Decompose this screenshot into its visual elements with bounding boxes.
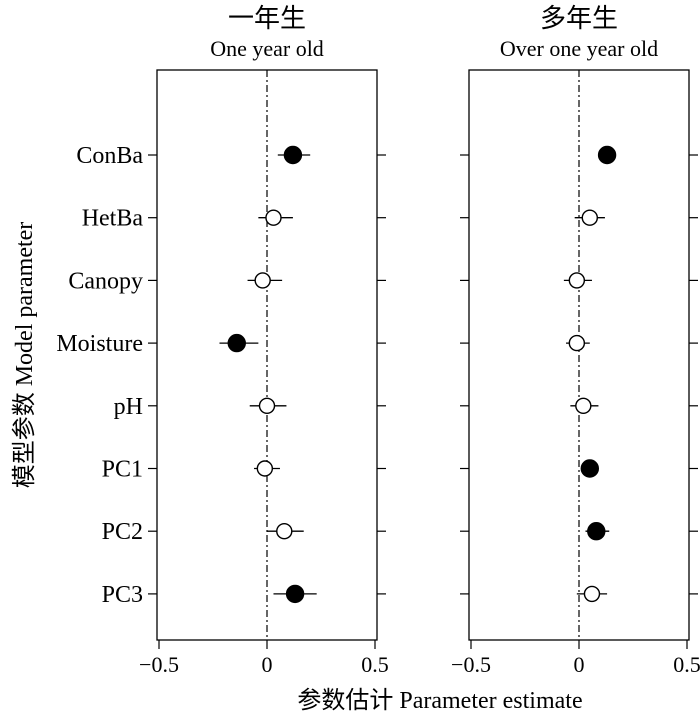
x-tick-label: 0 [262,652,273,677]
point-pc1 [256,460,274,477]
x-tick-label: 0 [574,652,585,677]
point-conba [597,145,617,165]
point-canopy [254,272,271,289]
category-label-pc2: PC2 [102,519,143,545]
category-label-hetba: HetBa [82,206,144,232]
panel-title-en: One year old [210,36,324,61]
y-axis-label: 模型参数 Model parameter [11,222,38,489]
point-ph [575,397,592,414]
panel-title-en: Over one year old [500,36,658,61]
x-tick-label: −0.5 [139,652,179,677]
category-label-conba: ConBa [76,143,143,169]
chart-marks [219,145,617,604]
point-moisture [227,333,246,353]
point-pc2 [276,523,293,540]
category-label-canopy: Canopy [68,268,143,294]
x-axis-label: 参数估计 Parameter estimate [297,687,582,714]
panel-title-cn: 多年生 [540,4,618,33]
category-label-moisture: Moisture [56,331,143,357]
point-pc1 [580,459,599,478]
category-labels: ConBa HetBa Canopy Moisture pH PC1 PC2 PC3 [56,143,143,608]
panel-title-cn: 一年生 [228,4,306,33]
panel-one-year-old: 一年生 One year old −0.5 0 0.5 [139,4,389,677]
panel-over-one-year-old: 多年生 Over one year old −0.5 0 0.5 [451,4,700,677]
category-label-pc3: PC3 [102,582,143,608]
x-tick-label: 0.5 [361,652,389,677]
point-conba [283,145,303,165]
category-label-ph: pH [114,394,143,420]
category-label-pc1: PC1 [102,457,143,483]
point-hetba [581,209,598,226]
point-hetba [265,209,282,226]
point-pc3 [285,584,305,604]
x-tick-label: 0.5 [673,652,700,677]
point-ph [258,397,276,414]
point-pc2 [587,522,606,541]
point-canopy [568,272,586,289]
point-pc3 [583,585,601,603]
point-moisture [568,334,586,352]
x-tick-label: −0.5 [451,652,491,677]
